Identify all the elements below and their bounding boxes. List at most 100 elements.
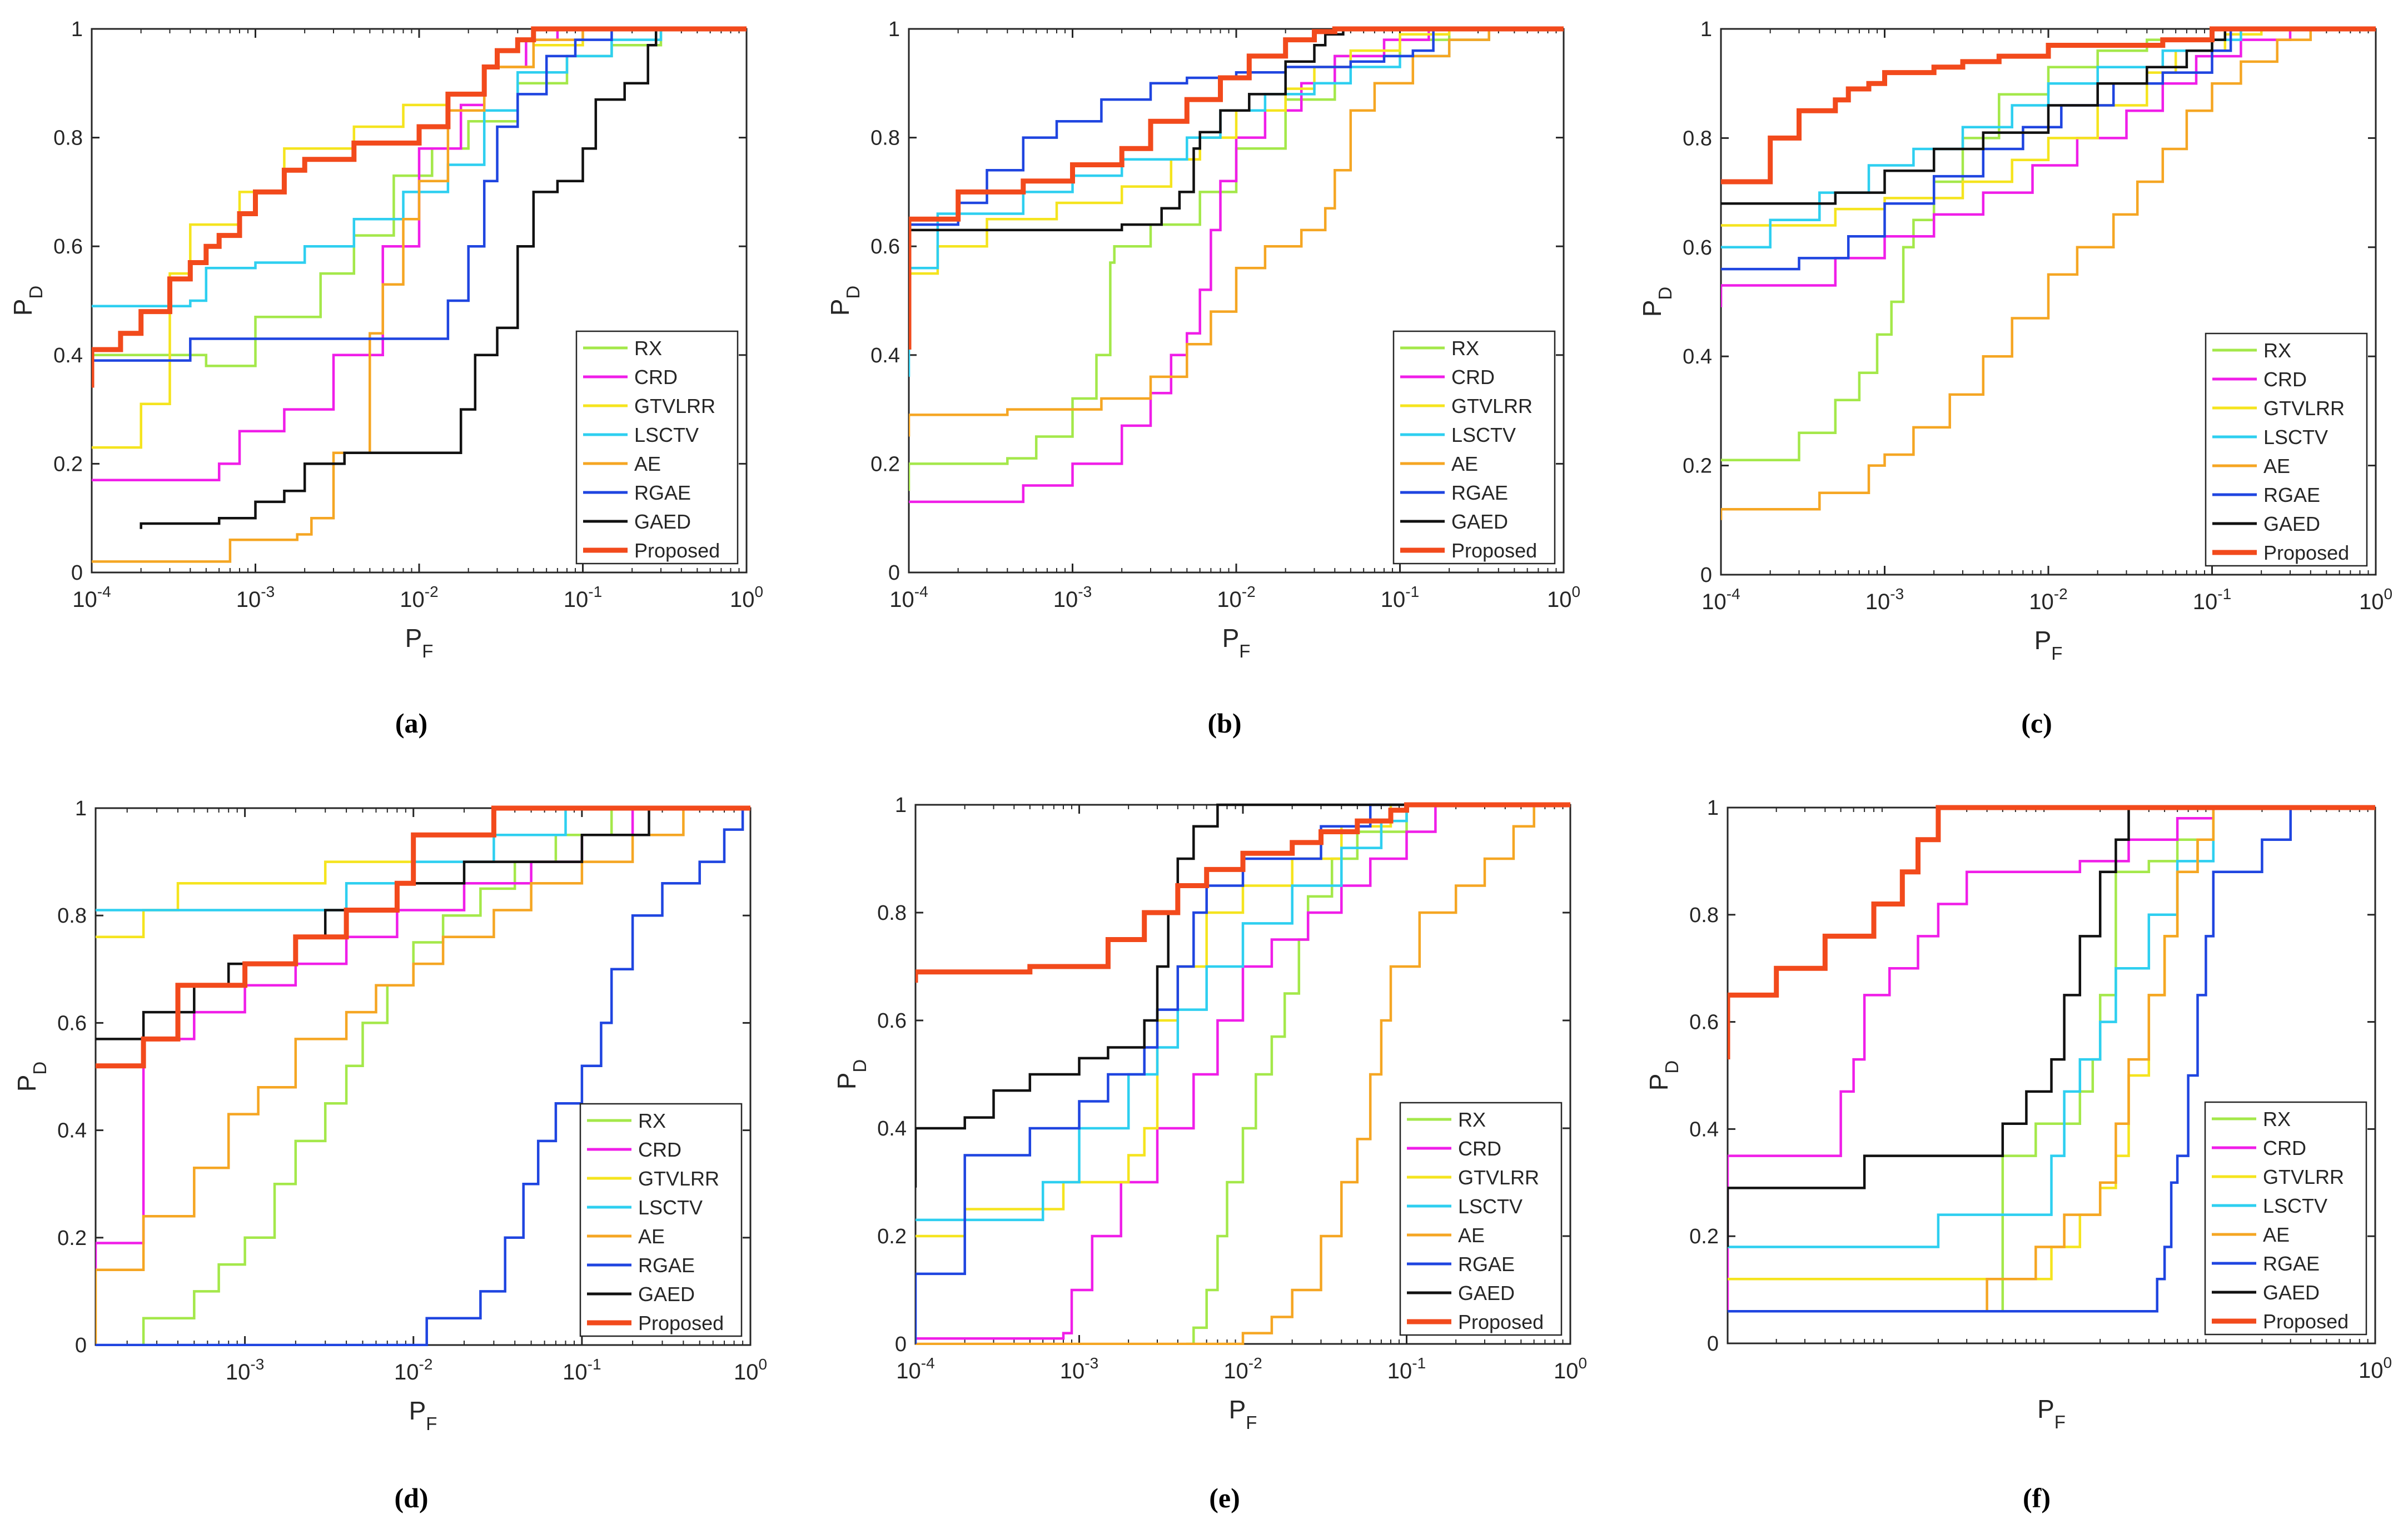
x-axis-label: PF	[2034, 626, 2063, 664]
legend-label-rx: RX	[2263, 1108, 2291, 1130]
legend-label-proposed: Proposed	[634, 539, 720, 562]
y-tick-label: 1	[895, 794, 907, 817]
legend-label-crd: CRD	[1451, 366, 1495, 389]
x-tick-label: 10-4	[889, 583, 928, 612]
series-line-ae	[1721, 27, 2376, 520]
y-tick-label: 1	[1700, 18, 1712, 41]
series-line-proposed	[909, 26, 1564, 350]
y-tick-label: 0.4	[870, 344, 900, 367]
legend-label-ae: AE	[1458, 1224, 1485, 1247]
panel-caption: (e)	[1209, 1482, 1240, 1513]
x-axis-label: PF	[409, 1396, 437, 1434]
legend-label-lsctv: LSCTV	[2263, 426, 2328, 449]
legend-label-ae: AE	[638, 1225, 665, 1248]
x-tick-label: 10-3	[1053, 583, 1092, 612]
legend-box	[2204, 1101, 2367, 1336]
x-axis-label: PF	[1229, 1395, 1257, 1433]
legend-label-rgae: RGAE	[634, 481, 691, 504]
x-tick-label: 10-3	[226, 1356, 264, 1384]
legend-label-rx: RX	[638, 1109, 666, 1132]
legend-label-gaed: GAED	[2263, 1281, 2320, 1304]
chart-panel-e: 0 0.2 0.4 0.6 0.8 1 10-4 10-3 10-2 10-1 100 PF PD RX C…	[832, 794, 1587, 1513]
series-line-rgae	[1728, 806, 2375, 1313]
x-tick-label: 10-2	[2029, 585, 2067, 614]
x-tick-label: 10-1	[563, 1356, 601, 1384]
legend-label-rgae: RGAE	[1458, 1253, 1515, 1276]
y-axis-label: PD	[12, 1062, 50, 1092]
legend-label-gaed: GAED	[634, 510, 691, 533]
y-tick-label: 0.4	[877, 1117, 907, 1140]
y-tick-label: 0.8	[1683, 127, 1712, 150]
y-tick-label: 1	[888, 18, 900, 41]
chart-panel-a: 0 0.2 0.4 0.6 0.8 1 10-4 10-3 10-2 10-1 100 PF PD RX C…	[8, 18, 763, 739]
legend-label-rx: RX	[634, 337, 662, 360]
y-tick-label: 0.8	[1689, 904, 1719, 927]
x-tick-label: 10-1	[2193, 585, 2231, 614]
legend-label-crd: CRD	[2263, 368, 2307, 391]
y-tick-label: 0.4	[1683, 345, 1712, 368]
legend-label-proposed: Proposed	[638, 1312, 724, 1334]
legend: RX CRD GTVLRR LSCTV AE RGAE GAED Proposed	[2205, 332, 2368, 567]
y-tick-label: 0	[895, 1333, 907, 1356]
y-tick-label: 0.4	[1689, 1118, 1719, 1141]
legend-box	[579, 1103, 743, 1337]
y-tick-label: 0.8	[57, 904, 87, 928]
series-line-proposed	[1728, 805, 2375, 1060]
panel-caption: (a)	[395, 708, 427, 739]
legend-label-lsctv: LSCTV	[634, 424, 699, 446]
y-tick-label: 0.2	[53, 452, 83, 476]
y-tick-label: 0.6	[1683, 236, 1712, 260]
series-line-ae	[909, 27, 1564, 437]
y-tick-label: 0.8	[870, 127, 900, 150]
series-line-gaed	[96, 806, 750, 1040]
x-tick-label: 10-1	[1387, 1354, 1426, 1383]
series-line-gaed	[909, 27, 1564, 232]
x-tick-label: 10-1	[564, 583, 602, 612]
chart-panel-c: 0 0.2 0.4 0.6 0.8 1 10-4 10-3 10-2 10-1 100 PF PD RX C…	[1638, 18, 2392, 739]
y-tick-label: 0.2	[1689, 1225, 1719, 1248]
legend-label-gtvlrr: GTVLRR	[1451, 395, 1533, 417]
x-axis-label: PF	[1222, 624, 1251, 661]
legend-label-gtvlrr: GTVLRR	[1458, 1166, 1539, 1189]
x-tick-label: 100	[1547, 583, 1580, 612]
x-tick-label: 100	[2359, 585, 2392, 614]
legend: RX CRD GTVLRR LSCTV AE RGAE GAED Proposed	[575, 330, 739, 565]
legend-label-proposed: Proposed	[2263, 1310, 2349, 1333]
legend-label-proposed: Proposed	[1458, 1311, 1544, 1333]
legend-label-rx: RX	[2263, 339, 2291, 362]
panel-caption: (d)	[394, 1482, 428, 1513]
y-tick-label: 0	[888, 561, 900, 585]
x-tick-label: 10-3	[236, 583, 275, 612]
panel-caption: (c)	[2021, 708, 2052, 739]
y-tick-label: 0.2	[1683, 455, 1712, 478]
y-tick-label: 0.8	[53, 127, 83, 150]
series-line-gaed	[1728, 806, 2375, 1247]
series-line-ae	[1728, 806, 2375, 1313]
series-line-lsctv	[916, 803, 1570, 1222]
series-line-rx	[1186, 803, 1570, 1345]
series-line-crd	[92, 27, 747, 481]
y-tick-label: 0.2	[57, 1227, 87, 1250]
panel-caption: (b)	[1207, 708, 1241, 739]
y-tick-label: 0.6	[877, 1009, 907, 1033]
y-axis-label: PD	[832, 1059, 870, 1090]
legend: RX CRD GTVLRR LSCTV AE RGAE GAED Proposed	[2204, 1101, 2367, 1336]
series-line-crd	[1721, 27, 2376, 307]
chart-panel-f: 00.20.40.60.81100PFPDRXCRDGTVLRRLSCTVAER…	[1644, 796, 2392, 1513]
series-line-rx	[1721, 27, 2376, 462]
legend-label-crd: CRD	[2263, 1137, 2306, 1159]
x-axis-label: PF	[405, 624, 434, 661]
legend-label-rx: RX	[1451, 337, 1479, 360]
legend-box	[2205, 332, 2368, 567]
y-tick-label: 1	[75, 797, 87, 820]
legend-label-crd: CRD	[634, 366, 678, 389]
series-line-proposed	[916, 802, 1570, 983]
x-axis-label: PF	[2037, 1394, 2066, 1432]
legend: RX CRD GTVLRR LSCTV AE RGAE GAED Proposed	[579, 1103, 743, 1337]
series-line-lsctv	[92, 27, 747, 308]
legend-label-gtvlrr: GTVLRR	[638, 1167, 719, 1190]
x-tick-label: 100	[734, 1356, 767, 1384]
series-line-proposed	[96, 805, 750, 1069]
y-tick-label: 0.6	[870, 235, 900, 258]
series-line-rgae	[1721, 27, 2376, 271]
